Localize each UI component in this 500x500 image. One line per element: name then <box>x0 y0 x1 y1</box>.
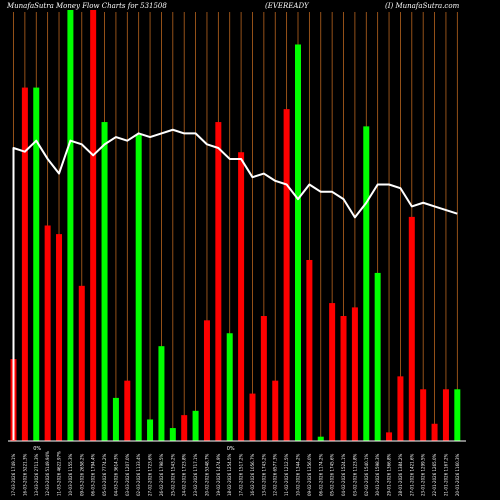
x-tick-label: 28-01-2026 1384.2% <box>398 453 403 496</box>
volume-bar <box>112 397 119 441</box>
x-tick-label: 20-01-2026 1160.3% <box>455 453 460 496</box>
x-tick-label: 18-02-2026 1254.5% <box>227 453 232 496</box>
x-tick-label: 23-01-2026 1299.5% <box>421 453 426 496</box>
volume-bar <box>260 316 267 441</box>
volume-bar <box>283 109 290 441</box>
zero-marker: 0% <box>227 446 235 452</box>
volume-bar <box>306 259 313 441</box>
price-line <box>12 128 458 440</box>
x-tick-label: 02-02-2026 1540.1% <box>364 453 369 496</box>
volume-bar <box>21 87 28 441</box>
volume-bar <box>397 376 404 441</box>
volume-bar <box>374 272 381 441</box>
x-tick-label: 05-02-2026 1745.6% <box>330 453 335 496</box>
volume-bar <box>442 389 449 441</box>
volume-bar <box>181 415 188 441</box>
x-tick-label: 10-03-2026 1155.3% <box>68 453 73 496</box>
volume-bar <box>44 225 51 441</box>
volume-bar <box>169 428 176 441</box>
x-tick-label: 03-02-2026 1123.8% <box>352 453 357 496</box>
volume-bar <box>238 152 245 442</box>
volume-bar <box>317 436 324 441</box>
x-tick-label: 10-02-2026 1344.2% <box>296 453 301 496</box>
volume-bar <box>340 316 347 441</box>
volume-bar <box>249 393 256 441</box>
price-line-group <box>12 128 458 440</box>
chart-title-site: (I) MunafaSutra.com <box>385 2 460 10</box>
volume-bar <box>135 134 142 442</box>
x-tick-label: 05-03-2026 7774.2% <box>102 453 107 496</box>
volume-bar <box>351 307 358 441</box>
volume-bar <box>215 122 222 441</box>
x-tick-label: 26-02-2026 1798.5% <box>159 453 164 496</box>
volume-bar <box>226 333 233 441</box>
volume-bar <box>56 234 63 441</box>
volume-bar <box>78 285 85 441</box>
x-tick-label: 21-01-2026 1167.2% <box>443 453 448 496</box>
x-tick-label: 13-03-2026 2711.3% <box>34 453 39 496</box>
x-tick-label: 09-02-2026 1356.0% <box>307 453 312 496</box>
chart-title: MunafaSutra Money Flow Charts for 531508 <box>6 2 167 10</box>
x-tick-label: 29-01-2026 1366.8% <box>387 453 392 496</box>
volume-bars <box>10 10 461 442</box>
x-tick-label: 12-02-2026 6577.3% <box>273 453 278 496</box>
x-tick-label: 09-03-2026 2658.2% <box>79 453 84 496</box>
x-tick-label: 11-03-2026 4622.97% <box>57 451 62 496</box>
x-tick-label: 04-03-2026 3614.3% <box>113 453 118 496</box>
volume-bar <box>272 380 279 441</box>
x-tick-label: 27-02-2026 1723.6% <box>148 453 153 496</box>
volume-bar <box>203 320 210 441</box>
volume-bar <box>158 346 165 441</box>
volume-bar <box>33 87 40 441</box>
x-tick-label: 03-03-2026 1207.0% <box>125 453 130 496</box>
x-tick-label: 17-02-2026 1517.2% <box>239 453 244 496</box>
volume-bar <box>454 389 461 441</box>
volume-bar <box>295 44 301 441</box>
x-tick-label: 25-02-2026 1543.2% <box>170 453 175 496</box>
volume-bar <box>147 419 154 441</box>
x-tick-label: 17-03-2026 1749.1% <box>11 453 16 496</box>
x-tick-label: 24-02-2026 1723.8% <box>182 453 187 496</box>
volume-bar <box>329 303 336 441</box>
x-tick-label: 04-02-2026 1524.1% <box>341 453 346 496</box>
volume-bar <box>431 423 438 441</box>
x-tick-label: 23-02-2026 1717.1% <box>193 453 198 496</box>
volume-bar <box>420 389 427 441</box>
volume-bar <box>67 10 74 441</box>
volume-bar <box>408 216 415 441</box>
volume-bar <box>386 432 393 441</box>
x-tick-label: 11-02-2026 1212.5% <box>284 453 289 496</box>
x-tick-label: 12-03-2026 5149.94% <box>45 451 50 496</box>
chart-title-symbol: (EVEREADY <box>265 2 310 10</box>
x-tick-label: 19-02-2026 1474.9% <box>216 453 221 496</box>
x-tick-label: 16-02-2026 1056.7% <box>250 453 255 496</box>
x-tick-labels: 17-03-2026 1749.1% 16-03-2026 5221.3% 13-0… <box>11 451 460 496</box>
x-tick-label: 13-02-2026 1743.2% <box>261 453 266 496</box>
x-tick-label: 06-03-2026 1794.4% <box>91 453 96 496</box>
volume-bar <box>101 122 108 441</box>
x-tick-label: 22-01-2026 1265.0% <box>432 453 437 496</box>
x-tick-label: 20-02-2026 5348.7% <box>204 453 209 496</box>
x-tick-label: 16-03-2026 5221.3% <box>22 453 27 496</box>
x-tick-label: 30-01-2026 1598.3% <box>375 453 380 496</box>
volume-bar <box>363 126 370 442</box>
zero-markers: 0% 0% <box>33 446 235 452</box>
x-tick-label: 06-02-2026 1174.2% <box>318 453 323 496</box>
x-tick-label: 27-01-2026 1421.6% <box>409 453 414 496</box>
zero-marker: 0% <box>33 446 41 452</box>
volume-bar <box>124 380 131 441</box>
volume-bar <box>192 410 199 441</box>
x-tick-label: 02-03-2026 1133.4% <box>136 453 141 496</box>
volume-bar <box>90 10 97 441</box>
